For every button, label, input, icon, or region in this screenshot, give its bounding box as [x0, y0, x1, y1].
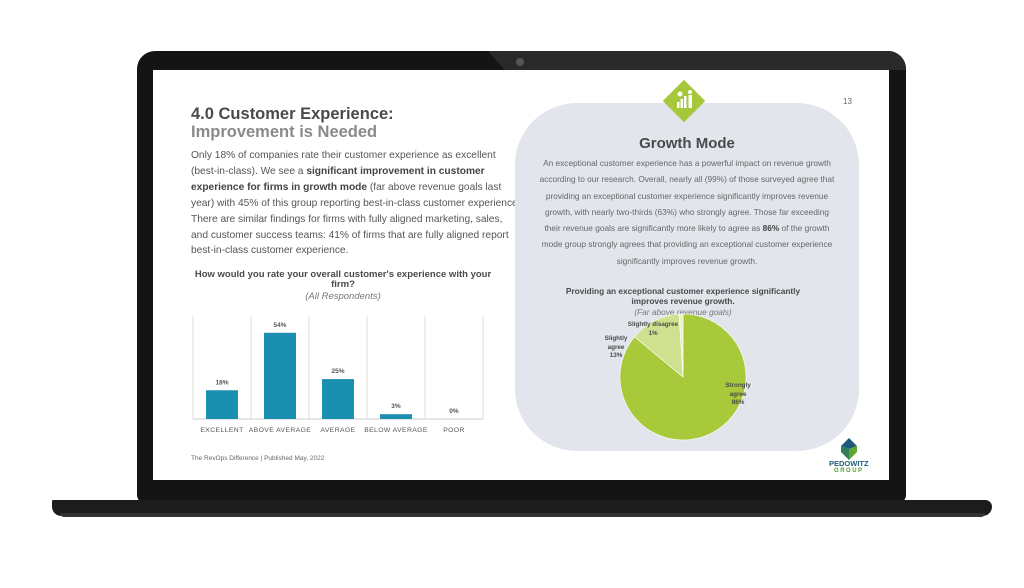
bar-value-label: 25% [331, 368, 344, 375]
x-tick-label: EXCELLENT [200, 427, 243, 434]
bar [264, 332, 296, 419]
x-tick-label: ABOVE AVERAGE [249, 427, 312, 434]
growth-text-bold: 86% [762, 223, 780, 234]
pie-label-value: 1% [648, 329, 658, 337]
laptop-notch [488, 51, 906, 70]
pie-label-value: 13% [609, 352, 623, 359]
pie-chart-title: Providing an exceptional customer experi… [565, 286, 801, 306]
bar-chart: 18% EXCELLENT 54% ABOVE AVERAGE 25% AVERAGE 3%… [192, 316, 484, 434]
pie-chart [619, 313, 747, 441]
pie-label-slightly-disagree: Slightly disagree 1% [618, 321, 688, 338]
bar-chart-title: How would you rate your overall customer… [194, 269, 492, 290]
pie-label-strongly-agree: Strongly agree 86% [718, 382, 758, 408]
logo-name: PEDOWITZ [829, 459, 869, 468]
bar-value-label: 54% [273, 322, 286, 329]
page-number: 13 [843, 97, 852, 106]
growth-mode-text: An exceptional customer experience has a… [537, 155, 837, 269]
laptop-base-edge [60, 513, 985, 517]
bar-value-label: 0% [449, 408, 459, 415]
footer-text: The RevOps Difference | Published May, 2… [191, 455, 325, 462]
page-title: 4.0 Customer Experience: [191, 105, 394, 123]
pie-slice [678, 313, 684, 378]
logo-sub: GROUP [834, 468, 864, 474]
pie-label-text: Slightly disagree [627, 321, 679, 328]
page-subtitle: Improvement is Needed [191, 123, 378, 141]
x-tick-label: AVERAGE [320, 427, 355, 434]
growth-mode-title: Growth Mode [639, 135, 735, 152]
body-text: (far above revenue goals last year) with… [191, 181, 521, 257]
body-text: Only 18% of companies rate their custome… [191, 150, 496, 177]
webcam [516, 58, 524, 66]
document-page: 13 4.0 Customer Experience: Improvement … [153, 70, 889, 480]
pie-label-value: 86% [731, 399, 745, 406]
bar [322, 379, 354, 419]
pie-label-slightly-agree: Slightly agree 13% [601, 335, 631, 361]
laptop-base [52, 500, 992, 516]
x-tick-label: POOR [443, 427, 465, 434]
pie-label-text: Strongly agree [725, 382, 751, 398]
pedowitz-logo: PEDOWITZ GROUP [829, 438, 869, 475]
pie-chart-subtitle: (Far above revenue goals) [634, 307, 732, 317]
bar [380, 414, 412, 419]
bar-value-label: 3% [391, 403, 401, 410]
logo-icon [840, 438, 857, 460]
bar [206, 390, 238, 419]
bar-chart-subtitle: (All Respondents) [305, 291, 381, 302]
growth-text: An exceptional customer experience has a… [539, 158, 835, 234]
body-bold-text: significant improvement in customer expe… [191, 165, 485, 193]
body-paragraph: Only 18% of companies rate their custome… [191, 148, 521, 259]
growth-text: of the growth mode group strongly agrees… [541, 223, 833, 266]
bar-value-label: 18% [215, 379, 228, 386]
pie-label-text: Slightly agree [604, 335, 628, 351]
growth-presenter-chart-icon [662, 79, 706, 123]
x-tick-label: BELOW AVERAGE [364, 427, 428, 434]
